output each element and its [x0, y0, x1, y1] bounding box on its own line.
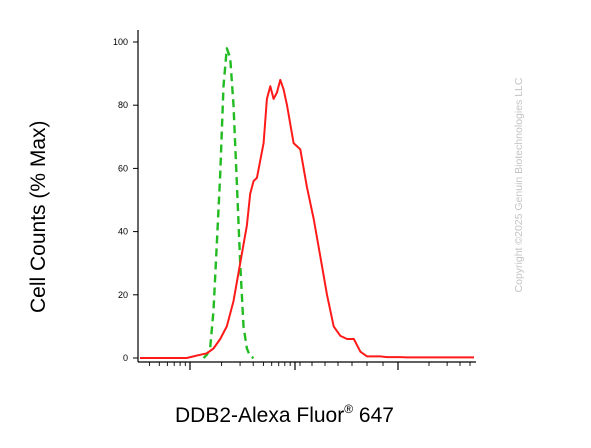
y-tick-label: 60	[118, 163, 128, 173]
x-axis-ticks	[148, 362, 471, 370]
axes	[137, 30, 476, 363]
registered-mark: ®	[344, 402, 354, 416]
series-line-2	[140, 78, 474, 359]
y-tick-label: 40	[118, 227, 128, 237]
y-tick-label: 100	[113, 37, 128, 47]
y-tick-label: 80	[118, 100, 128, 110]
series-lines	[140, 47, 474, 360]
y-axis-label: Cell Counts (% Max)	[27, 120, 50, 313]
y-tick-label: 20	[118, 290, 128, 300]
x-axis-label-suffix: 647	[353, 404, 394, 427]
y-axis-ticks: 0 20 40 60 80 100	[113, 37, 138, 363]
series-line-1	[202, 47, 255, 360]
x-axis-label: DDB2-Alexa Fluor® 647	[175, 402, 394, 428]
copyright-watermark: Copyright ©2025 Genuin Biotechnologies L…	[513, 77, 525, 293]
x-axis-label-text: DDB2-Alexa Fluor	[175, 404, 345, 427]
y-tick-label: 0	[123, 353, 128, 363]
